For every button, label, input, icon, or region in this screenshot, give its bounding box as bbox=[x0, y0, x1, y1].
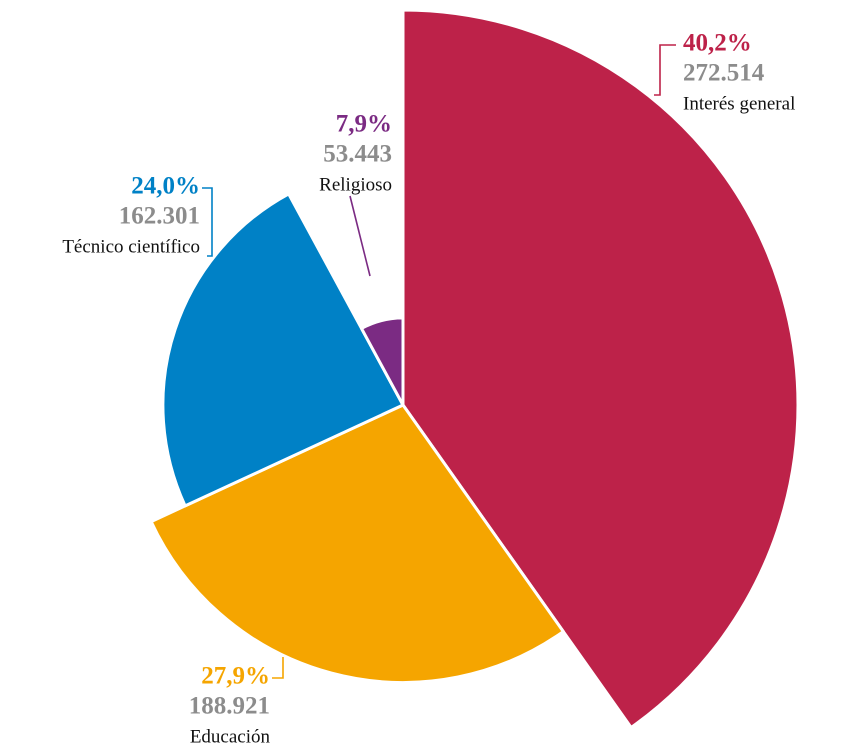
percent-label: 7,9% bbox=[336, 111, 392, 138]
percent-label: 40,2% bbox=[683, 30, 752, 57]
count-label: 162.301 bbox=[119, 203, 200, 230]
category-label: Técnico científico bbox=[62, 236, 200, 257]
pie-slice bbox=[360, 316, 405, 407]
pie-slice bbox=[401, 8, 800, 729]
category-label: Educación bbox=[190, 726, 271, 747]
percent-label: 27,9% bbox=[201, 663, 270, 690]
leader-line bbox=[202, 187, 213, 257]
count-label: 53.443 bbox=[323, 141, 392, 168]
leader-line bbox=[272, 657, 284, 679]
pie-slice bbox=[161, 192, 405, 508]
leader-line bbox=[349, 195, 371, 277]
count-label: 188.921 bbox=[189, 693, 270, 720]
leader-line bbox=[654, 44, 676, 96]
percent-label: 24,0% bbox=[131, 173, 200, 200]
category-label: Religioso bbox=[319, 174, 392, 195]
category-label: Interés general bbox=[683, 93, 795, 114]
count-label: 272.514 bbox=[683, 60, 765, 87]
